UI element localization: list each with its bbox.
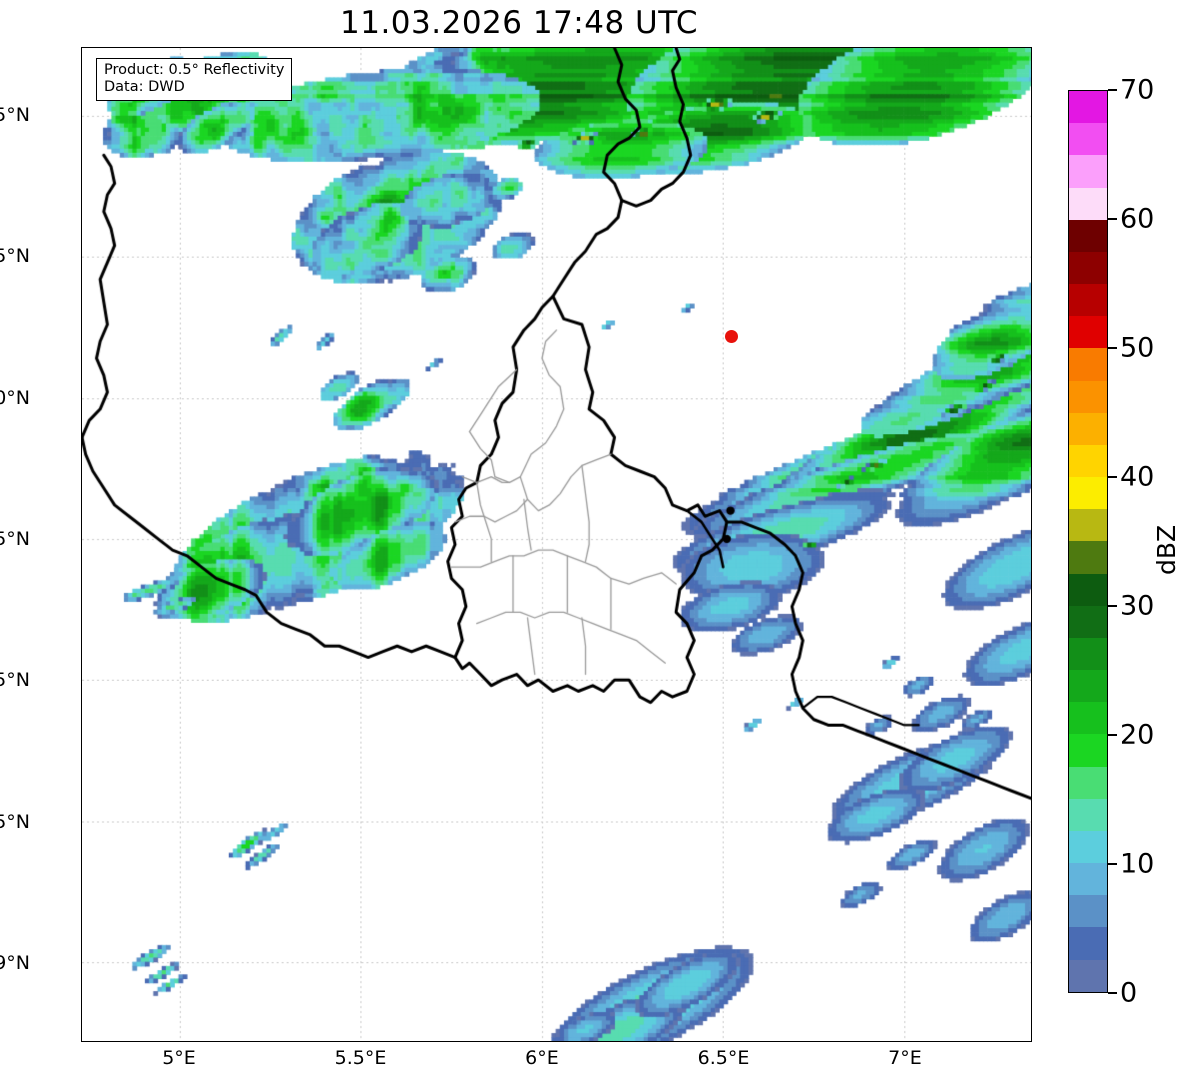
radar-plot-area[interactable]: Product: 0.5° Reflectivity Data: DWD: [81, 47, 1032, 1042]
colorbar-tick-mark: [1108, 863, 1117, 865]
radar-reflectivity-canvas[interactable]: [82, 48, 1031, 1041]
radar-site-marker[interactable]: [725, 329, 739, 343]
colorbar-segment: [1069, 477, 1107, 510]
colorbar-segment: [1069, 605, 1107, 638]
colorbar-tick-label: 60: [1120, 203, 1155, 235]
colorbar-tick-label: 40: [1120, 461, 1155, 493]
colorbar-segment: [1069, 573, 1107, 606]
colorbar-segment: [1069, 251, 1107, 285]
colorbar-segment: [1069, 348, 1107, 381]
reflectivity-colorbar[interactable]: [1068, 90, 1108, 993]
colorbar-title: dBZ: [1152, 524, 1181, 575]
colorbar-segment: [1069, 284, 1107, 317]
colorbar-tick-label: 0: [1120, 977, 1138, 1009]
y-axis-tick-label: 49°N: [0, 951, 30, 974]
colorbar-segment: [1069, 927, 1107, 960]
y-axis-tick-label: 50.5°N: [0, 103, 30, 126]
y-axis-tick-label: 49.75°N: [0, 527, 30, 550]
colorbar-segment: [1069, 444, 1107, 478]
colorbar-tick-mark: [1108, 605, 1117, 607]
colorbar-tick-label: 10: [1120, 848, 1155, 880]
colorbar-tick-mark: [1108, 734, 1117, 736]
y-axis-tick-label: 50.25°N: [0, 245, 30, 268]
colorbar-segment: [1069, 959, 1107, 992]
colorbar-segment: [1069, 766, 1107, 799]
colorbar-segment: [1069, 219, 1107, 252]
colorbar-segment: [1069, 734, 1107, 767]
x-axis-tick-label: 5.5°E: [334, 1047, 387, 1069]
colorbar-segment: [1069, 316, 1107, 349]
colorbar-tick-mark: [1108, 992, 1117, 994]
x-axis-tick-label: 6°E: [525, 1047, 559, 1069]
colorbar-segment: [1069, 509, 1107, 542]
colorbar-segment: [1069, 380, 1107, 413]
colorbar-segment: [1069, 155, 1107, 188]
colorbar-segment: [1069, 187, 1107, 220]
data-source-label: Data: DWD: [104, 79, 185, 95]
page-title: 11.03.2026 17:48 UTC: [340, 5, 698, 41]
colorbar-tick-label: 20: [1120, 719, 1155, 751]
colorbar-segment: [1069, 541, 1107, 574]
colorbar-segment: [1069, 670, 1107, 703]
colorbar-tick-mark: [1108, 347, 1117, 349]
colorbar-tick-mark: [1108, 89, 1117, 91]
colorbar-segment: [1069, 830, 1107, 864]
colorbar-segment: [1069, 798, 1107, 831]
x-axis-tick-label: 7°E: [888, 1047, 922, 1069]
y-axis-tick-label: 49.5°N: [0, 669, 30, 692]
colorbar-tick-label: 50: [1120, 332, 1155, 364]
colorbar-tick-mark: [1108, 476, 1117, 478]
colorbar-segment: [1069, 412, 1107, 445]
x-axis-tick-label: 6.5°E: [697, 1047, 750, 1069]
colorbar-segment: [1069, 895, 1107, 928]
x-axis-tick-label: 5°E: [162, 1047, 196, 1069]
product-label: Product: 0.5° Reflectivity: [104, 62, 285, 78]
colorbar-tick-label: 70: [1120, 74, 1155, 106]
colorbar-segment: [1069, 123, 1107, 156]
colorbar-segment: [1069, 91, 1107, 124]
y-axis-tick-label: 49.25°N: [0, 810, 30, 833]
y-axis-tick-label: 50°N: [0, 386, 30, 409]
colorbar-tick-label: 30: [1120, 590, 1155, 622]
colorbar-segment: [1069, 863, 1107, 896]
product-info-box: Product: 0.5° Reflectivity Data: DWD: [96, 58, 293, 101]
colorbar-segment: [1069, 637, 1107, 671]
colorbar-segment: [1069, 702, 1107, 735]
colorbar-tick-mark: [1108, 218, 1117, 220]
